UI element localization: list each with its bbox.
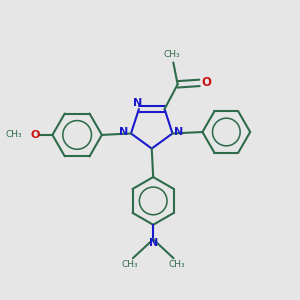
Text: CH₃: CH₃ — [164, 50, 180, 59]
Text: N: N — [148, 238, 158, 248]
Text: N: N — [174, 127, 184, 137]
Text: N: N — [133, 98, 142, 108]
Text: CH₃: CH₃ — [121, 260, 138, 268]
Text: CH₃: CH₃ — [169, 260, 185, 268]
Text: CH₃: CH₃ — [5, 130, 22, 140]
Text: O: O — [201, 76, 211, 89]
Text: O: O — [30, 130, 40, 140]
Text: N: N — [119, 127, 128, 137]
